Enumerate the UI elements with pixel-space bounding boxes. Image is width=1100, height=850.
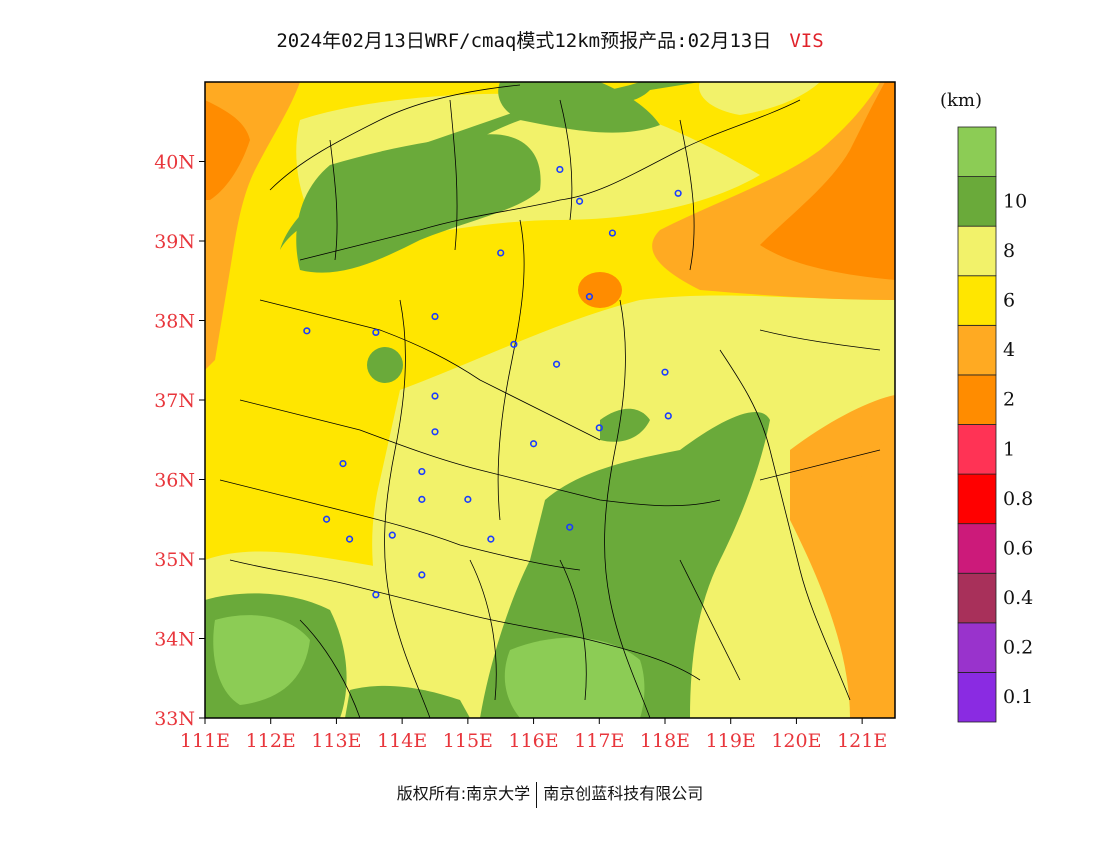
colorbar-swatch bbox=[957, 622, 997, 673]
colorbar-unit: (km) bbox=[940, 90, 983, 111]
lat-tick-label: 33N bbox=[154, 708, 195, 730]
station-marker bbox=[418, 495, 426, 503]
station-marker bbox=[510, 340, 518, 348]
colorbar-label: 0.6 bbox=[1003, 537, 1033, 559]
station-marker bbox=[431, 392, 439, 400]
colorbar: 0.1 0.2 0.4 0.6 0.8 1 2 4 6 8 10 bbox=[957, 126, 1033, 723]
colorbar-swatch bbox=[957, 324, 997, 376]
station-marker bbox=[418, 571, 426, 579]
colorbar-swatch bbox=[957, 572, 997, 624]
station-marker bbox=[674, 189, 682, 197]
field-10km-south bbox=[504, 637, 645, 718]
station-marker bbox=[529, 440, 538, 448]
lon-tick-label: 121E bbox=[837, 730, 887, 752]
station-marker bbox=[661, 368, 669, 376]
station-marker bbox=[431, 312, 439, 321]
colorbar-label: 1 bbox=[1003, 438, 1015, 460]
station-marker bbox=[303, 327, 311, 335]
lon-tick-label: 117E bbox=[574, 730, 624, 752]
station-marker bbox=[608, 229, 617, 237]
station-marker bbox=[388, 531, 396, 539]
colorbar-label: 4 bbox=[1003, 339, 1015, 361]
field-1-2km-west bbox=[205, 100, 250, 200]
lat-tick-label: 36N bbox=[154, 470, 195, 492]
lon-tick-label: 118E bbox=[640, 730, 690, 752]
lon-tick-label: 112E bbox=[246, 730, 296, 752]
station-marker bbox=[464, 495, 472, 503]
colorbar-swatch bbox=[957, 523, 997, 574]
colorbar-label: 0.4 bbox=[1003, 587, 1033, 609]
colorbar-swatch bbox=[957, 275, 997, 326]
field-8-10km-s2 bbox=[345, 685, 470, 718]
colorbar-label: 6 bbox=[1003, 290, 1015, 312]
station-marker bbox=[487, 535, 495, 543]
colorbar-swatch bbox=[957, 225, 997, 277]
lon-tick-label: 116E bbox=[509, 730, 559, 752]
station-marker bbox=[664, 412, 672, 420]
station-marker bbox=[585, 293, 594, 301]
colorbar-label: 2 bbox=[1003, 389, 1015, 411]
map-title: 2024年02月13日WRF/cmaq模式12km预报产品:02月13日 VIS bbox=[0, 26, 1100, 53]
lat-tick-label: 37N bbox=[154, 390, 195, 412]
field-8-10km-north-2 bbox=[296, 134, 541, 273]
field-green-patch-2 bbox=[600, 408, 650, 442]
footer-right: 南京创蓝科技有限公司 bbox=[543, 784, 704, 803]
lat-tick-label: 38N bbox=[154, 311, 195, 333]
colorbar-label: 0.1 bbox=[1003, 686, 1033, 708]
field-2-4km-coast-2 bbox=[855, 430, 895, 718]
station-marker bbox=[575, 197, 584, 205]
title-text: 2024年02月13日WRF/cmaq模式12km预报产品:02月13日 bbox=[276, 30, 772, 52]
station-marker bbox=[372, 328, 380, 337]
colorbar-swatch bbox=[957, 126, 997, 177]
colorbar-label: 10 bbox=[1003, 190, 1027, 212]
visibility-field bbox=[205, 82, 895, 718]
colorbar-label: 8 bbox=[1003, 240, 1015, 262]
station-marker bbox=[372, 591, 380, 599]
boundaries bbox=[219, 84, 881, 718]
footer: 版权所有:南京大学 南京创蓝科技有限公司 bbox=[0, 780, 1100, 808]
lat-tick-label: 40N bbox=[154, 152, 195, 174]
lon-tick-label: 113E bbox=[311, 730, 361, 752]
lat-tick-label: 35N bbox=[154, 549, 195, 571]
lon-tick-label: 111E bbox=[180, 730, 230, 752]
latitude-ticks: 33N 34N 35N 36N 37N 38N 39N 40N bbox=[154, 152, 205, 730]
colorbar-swatch bbox=[957, 424, 997, 475]
station-marker bbox=[556, 165, 564, 174]
station-marker bbox=[595, 424, 603, 432]
field-8-10km-top bbox=[498, 82, 660, 133]
field-1-2km-patch bbox=[578, 272, 622, 308]
station-marker bbox=[552, 360, 561, 368]
station-marker bbox=[322, 515, 331, 523]
lon-tick-label: 115E bbox=[443, 730, 493, 752]
variable-label: VIS bbox=[789, 30, 824, 52]
footer-separator bbox=[536, 781, 538, 808]
field-6-8km-top-right bbox=[699, 82, 820, 115]
footer-left: 版权所有:南京大学 bbox=[396, 784, 531, 803]
lon-tick-label: 120E bbox=[771, 730, 821, 752]
colorbar-label: 0.2 bbox=[1003, 637, 1033, 659]
colorbar-label: 0.8 bbox=[1003, 488, 1033, 510]
field-green-patch bbox=[367, 347, 403, 383]
station-marker bbox=[497, 249, 505, 257]
colorbar-swatch bbox=[957, 473, 997, 525]
lon-tick-label: 114E bbox=[377, 730, 427, 752]
longitude-ticks: 111E 112E 113E 114E 115E 116E 117E 118E 119E 120E… bbox=[180, 718, 887, 752]
field-10km-sw bbox=[213, 615, 310, 705]
lon-tick-label: 119E bbox=[706, 730, 756, 752]
colorbar-swatch bbox=[957, 176, 997, 227]
city-stations bbox=[303, 165, 682, 599]
lat-tick-label: 34N bbox=[154, 629, 195, 651]
station-marker bbox=[431, 428, 439, 436]
station-marker bbox=[339, 460, 347, 468]
field-1-2km-east bbox=[760, 82, 895, 280]
lat-tick-label: 39N bbox=[154, 231, 195, 253]
colorbar-swatch bbox=[957, 374, 997, 425]
station-marker bbox=[345, 535, 354, 543]
station-marker bbox=[418, 467, 426, 476]
colorbar-swatch bbox=[957, 672, 997, 723]
station-marker bbox=[566, 523, 574, 531]
